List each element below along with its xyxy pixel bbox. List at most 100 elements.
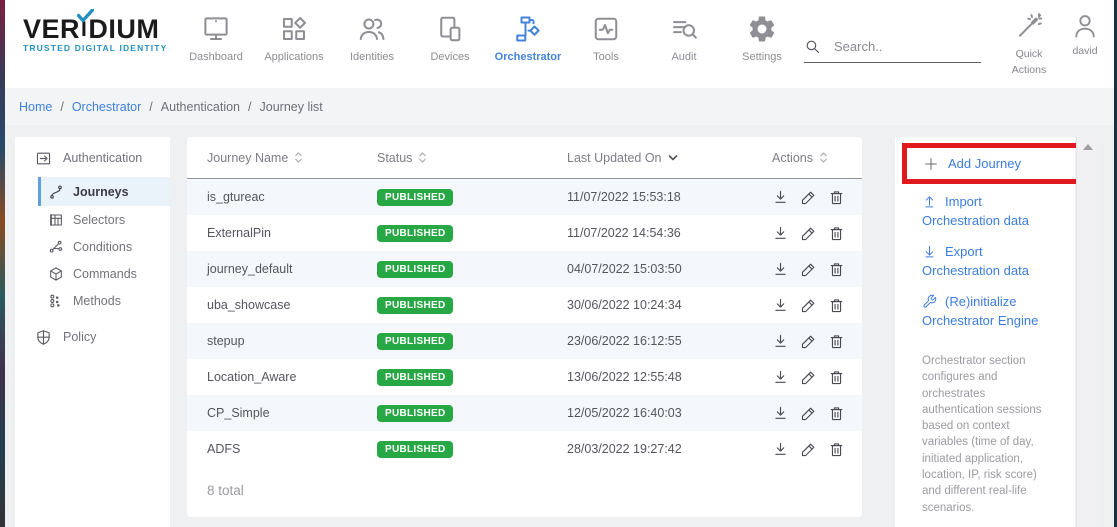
download-journey-button[interactable] (772, 261, 789, 278)
scrollbar-up-arrow-icon[interactable] (1083, 144, 1093, 150)
nav-item-identities[interactable]: Identities (333, 9, 411, 63)
journey-list-card: Journey Name Status Last Updated On Acti… (187, 137, 862, 517)
identities-icon (357, 14, 387, 44)
nav-item-orchestrator[interactable]: Orchestrator (489, 9, 567, 63)
delete-journey-button[interactable] (828, 261, 845, 278)
sidebar-item-policy[interactable]: Policy (15, 324, 170, 350)
username: david (1072, 45, 1098, 57)
sidebar-item-selectors[interactable]: Selectors (38, 206, 170, 233)
sidebar-label: Authentication (63, 151, 143, 165)
delete-journey-button[interactable] (828, 333, 845, 350)
sort-icon[interactable] (819, 151, 828, 164)
nav-label: Dashboard (189, 51, 243, 63)
delete-journey-button[interactable] (828, 225, 845, 242)
table-row[interactable]: CP_Simple PUBLISHED 12/05/2022 16:40:03 (187, 395, 862, 431)
download-journey-button[interactable] (772, 225, 789, 242)
breadcrumb-orchestrator[interactable]: Orchestrator (71, 99, 142, 114)
journey-name-cell: journey_default (207, 262, 293, 276)
user-menu[interactable]: david (1061, 12, 1109, 57)
status-cell: PUBLISHED (377, 404, 567, 422)
add-journey-button[interactable]: Add Journey (902, 143, 1085, 184)
delete-journey-button[interactable] (828, 297, 845, 314)
delete-journey-button[interactable] (828, 189, 845, 206)
reinit-label-line2: Orchestrator Engine (922, 313, 1039, 328)
last-updated-cell: 28/03/2022 19:27:42 (567, 442, 682, 456)
edit-journey-button[interactable] (800, 369, 817, 386)
import-label-line2: Orchestration data (922, 213, 1029, 228)
nav-item-audit[interactable]: Audit (645, 9, 723, 63)
quick-actions-button[interactable]: Quick Actions (1001, 11, 1057, 78)
nav-item-settings[interactable]: Settings (723, 9, 801, 63)
download-journey-button[interactable] (772, 333, 789, 350)
logo-text-i: I (81, 18, 88, 41)
table-row[interactable]: Location_Aware PUBLISHED 13/06/2022 12:5… (187, 359, 862, 395)
download-journey-button[interactable] (772, 297, 789, 314)
export-orchestration-button[interactable]: Export Orchestration data (922, 242, 1068, 280)
journey-name-cell: stepup (207, 334, 245, 348)
delete-journey-button[interactable] (828, 441, 845, 458)
table-row[interactable]: stepup PUBLISHED 23/06/2022 16:12:55 (187, 323, 862, 359)
status-badge: PUBLISHED (377, 296, 454, 314)
column-header-last-updated[interactable]: Last Updated On (567, 151, 759, 165)
commands-cube-icon (48, 266, 64, 282)
chevron-down-icon[interactable] (668, 154, 678, 162)
table-row[interactable]: ADFS PUBLISHED 28/03/2022 19:27:42 (187, 431, 862, 467)
import-orchestration-button[interactable]: Import Orchestration data (922, 192, 1068, 230)
table-row[interactable]: is_gtureac PUBLISHED 11/07/2022 15:53:18 (187, 179, 862, 215)
download-journey-button[interactable] (772, 369, 789, 386)
delete-journey-button[interactable] (828, 405, 845, 422)
breadcrumb-separator: / (248, 99, 252, 114)
table-row[interactable]: uba_showcase PUBLISHED 30/06/2022 10:24:… (187, 287, 862, 323)
edit-journey-button[interactable] (800, 333, 817, 350)
download-journey-button[interactable] (772, 405, 789, 422)
sidebar-item-methods[interactable]: Methods (38, 287, 170, 314)
nav-item-devices[interactable]: Devices (411, 9, 489, 63)
delete-journey-button[interactable] (828, 369, 845, 386)
arrow-down-icon (922, 244, 937, 259)
user-avatar-icon (1071, 12, 1099, 40)
logo-wordmark: VER I DIUM (23, 9, 167, 44)
actions-cell (759, 189, 862, 206)
status-cell: PUBLISHED (377, 296, 567, 314)
table-row[interactable]: ExternalPin PUBLISHED 11/07/2022 14:54:3… (187, 215, 862, 251)
sort-icon[interactable] (418, 151, 427, 164)
download-journey-button[interactable] (772, 189, 789, 206)
methods-icon (48, 293, 64, 309)
nav-item-tools[interactable]: Tools (567, 9, 645, 63)
last-updated-cell: 04/07/2022 15:03:50 (567, 262, 682, 276)
search-input[interactable] (832, 38, 971, 55)
sidebar-item-conditions[interactable]: Conditions (38, 233, 170, 260)
journeys-icon (48, 184, 64, 200)
column-header-journey-name[interactable]: Journey Name (187, 151, 377, 165)
download-journey-button[interactable] (772, 441, 789, 458)
sidebar: Authentication Journeys Selectors Condit… (15, 137, 170, 527)
magic-wand-icon (1015, 11, 1044, 40)
actions-cell (759, 225, 862, 242)
actions-cell (759, 333, 862, 350)
edit-journey-button[interactable] (800, 261, 817, 278)
edit-journey-button[interactable] (800, 225, 817, 242)
actions-cell (759, 369, 862, 386)
veridium-logo[interactable]: VER I DIUM TRUSTED DIGITAL IDENTITY (23, 9, 167, 53)
edit-journey-button[interactable] (800, 441, 817, 458)
reinitialize-engine-button[interactable]: (Re)initialize Orchestrator Engine (922, 292, 1068, 330)
edit-journey-button[interactable] (800, 297, 817, 314)
nav-item-applications[interactable]: Applications (255, 9, 333, 63)
sort-icon[interactable] (294, 151, 303, 164)
column-header-actions[interactable]: Actions (759, 151, 862, 165)
edit-journey-button[interactable] (800, 189, 817, 206)
logo-text: VER (23, 14, 81, 44)
status-badge: PUBLISHED (377, 332, 454, 350)
table-row[interactable]: journey_default PUBLISHED 04/07/2022 15:… (187, 251, 862, 287)
global-search[interactable] (804, 38, 981, 63)
breadcrumb-home[interactable]: Home (19, 99, 53, 114)
nav-item-dashboard[interactable]: Dashboard (177, 9, 255, 63)
sidebar-item-commands[interactable]: Commands (38, 260, 170, 287)
edit-journey-button[interactable] (800, 405, 817, 422)
column-header-status[interactable]: Status (377, 151, 567, 165)
panel-scrollbar[interactable] (1076, 137, 1098, 527)
sidebar-label: Methods (73, 293, 121, 308)
status-badge: PUBLISHED (377, 440, 454, 458)
sidebar-item-authentication[interactable]: Authentication (15, 145, 170, 171)
sidebar-item-journeys[interactable]: Journeys (38, 177, 170, 206)
